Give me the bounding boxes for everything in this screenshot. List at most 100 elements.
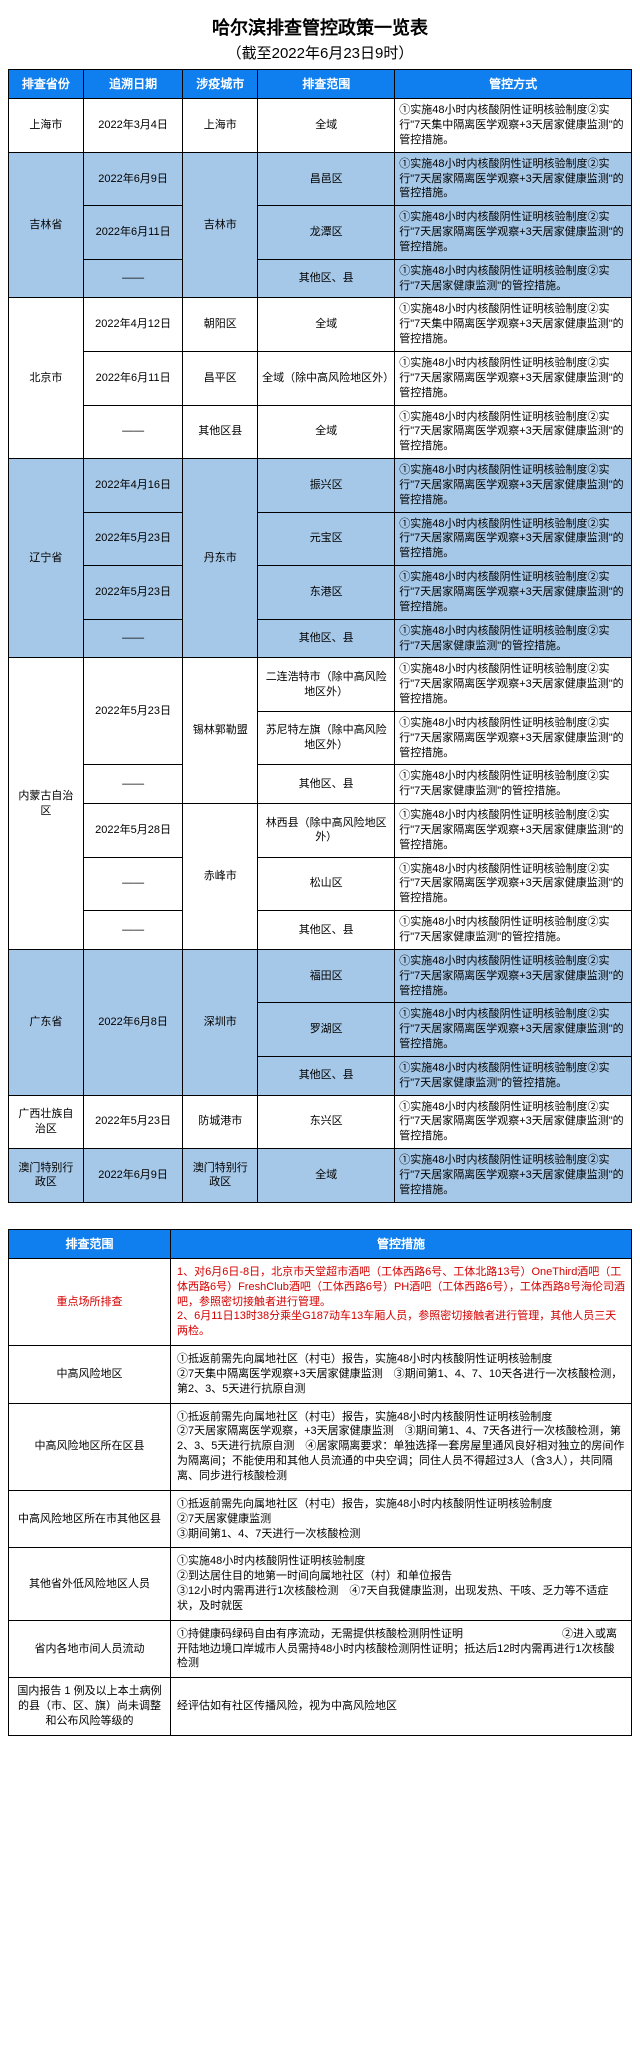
city-cell: 深圳市 — [183, 949, 258, 1095]
date-cell: 2022年5月23日 — [83, 658, 183, 765]
measure-cell: ①实施48小时内核酸阴性证明核验制度②实行"7天居家隔离医学观察+3天居家健康监… — [395, 405, 632, 459]
measure-cell: ①实施48小时内核酸阴性证明核验制度②实行"7天居家隔离医学观察+3天居家健康监… — [395, 152, 632, 206]
date-cell: 2022年6月11日 — [83, 352, 183, 406]
measure-cell: ①实施48小时内核酸阴性证明核验制度②实行"7天居家健康监测"的管控措施。 — [395, 259, 632, 298]
measure-cell: ①实施48小时内核酸阴性证明核验制度②实行"7天居家健康监测"的管控措施。 — [395, 619, 632, 658]
city-cell: 防城港市 — [183, 1095, 258, 1149]
scope-cell: 其他区、县 — [258, 619, 395, 658]
province-cell: 北京市 — [9, 298, 84, 459]
date-cell: 2022年5月23日 — [83, 566, 183, 620]
date-cell: —— — [83, 619, 183, 658]
policy-table: 排查省份追溯日期涉疫城市排查范围管控方式 上海市2022年3月4日上海市全域①实… — [8, 69, 632, 1203]
measure-cell: ①实施48小时内核酸阴性证明核验制度②实行"7天居家隔离医学观察+3天居家健康监… — [395, 857, 632, 911]
province-cell: 广西壮族自治区 — [9, 1095, 84, 1149]
footer-scope: 国内报告 1 例及以上本土病例的县（市、区、旗）尚未调整和公布风险等级的 — [9, 1678, 171, 1736]
city-cell: 赤峰市 — [183, 804, 258, 950]
date-cell: —— — [83, 405, 183, 459]
measure-cell: ①抵返前需先向属地社区（村屯）报告，实施48小时内核酸阴性证明核验制度②7天居家… — [170, 1403, 631, 1490]
measure-cell: ①实施48小时内核酸阴性证明核验制度②实行"7天居家隔离医学观察+3天居家健康监… — [395, 459, 632, 513]
t1-header: 管控方式 — [395, 70, 632, 99]
t1-header: 涉疫城市 — [183, 70, 258, 99]
city-cell: 昌平区 — [183, 352, 258, 406]
province-cell: 吉林省 — [9, 152, 84, 298]
city-cell: 锡林郭勒盟 — [183, 658, 258, 804]
city-cell: 吉林市 — [183, 152, 258, 298]
scope-cell: 全域 — [258, 99, 395, 153]
scope-cell: 振兴区 — [258, 459, 395, 513]
scope-cell: 中高风险地区 — [9, 1346, 171, 1404]
measure-cell: ①持健康码绿码自由有序流动，无需提供核酸检测阴性证明 ②进入或离开陆地边境口岸城… — [170, 1620, 631, 1678]
measure-cell: 1、对6月6日-8日，北京市天堂超市酒吧（工体西路6号、工体北路13号）OneT… — [170, 1258, 631, 1345]
measure-cell: ①抵返前需先向属地社区（村屯）报告，实施48小时内核酸阴性证明核验制度②7天集中… — [170, 1346, 631, 1404]
date-cell: 2022年6月11日 — [83, 206, 183, 260]
date-cell: 2022年4月12日 — [83, 298, 183, 352]
measure-cell: ①抵返前需先向属地社区（村屯）报告，实施48小时内核酸阴性证明核验制度②7天居家… — [170, 1490, 631, 1548]
measure-cell: ①实施48小时内核酸阴性证明核验制度②到达居住目的地第一时间向属地社区（村）和单… — [170, 1548, 631, 1620]
province-cell: 内蒙古自治区 — [9, 658, 84, 950]
footer-measure: 经评估如有社区传播风险，视为中高风险地区 — [170, 1678, 631, 1736]
scope-cell: 东港区 — [258, 566, 395, 620]
page-subtitle: （截至2022年6月23日9时） — [8, 42, 632, 63]
measure-cell: ①实施48小时内核酸阴性证明核验制度②实行"7天居家隔离医学观察+3天居家健康监… — [395, 206, 632, 260]
measure-cell: ①实施48小时内核酸阴性证明核验制度②实行"7天居家隔离医学观察+3天居家健康监… — [395, 1095, 632, 1149]
measure-cell: ①实施48小时内核酸阴性证明核验制度②实行"7天集中隔离医学观察+3天居家健康监… — [395, 298, 632, 352]
t1-header: 追溯日期 — [83, 70, 183, 99]
date-cell: 2022年5月23日 — [83, 512, 183, 566]
measure-cell: ①实施48小时内核酸阴性证明核验制度②实行"7天居家隔离医学观察+3天居家健康监… — [395, 711, 632, 765]
measure-cell: ①实施48小时内核酸阴性证明核验制度②实行"7天居家隔离医学观察+3天居家健康监… — [395, 658, 632, 712]
scope-cell: 东兴区 — [258, 1095, 395, 1149]
city-cell: 其他区县 — [183, 405, 258, 459]
measure-cell: ①实施48小时内核酸阴性证明核验制度②实行"7天居家隔离医学观察+3天居家健康监… — [395, 804, 632, 858]
measure-cell: ①实施48小时内核酸阴性证明核验制度②实行"7天居家健康监测"的管控措施。 — [395, 765, 632, 804]
scope-cell: 省内各地市间人员流动 — [9, 1620, 171, 1678]
measure-cell: ①实施48小时内核酸阴性证明核验制度②实行"7天居家隔离医学观察+3天居家健康监… — [395, 352, 632, 406]
date-cell: —— — [83, 765, 183, 804]
scope-cell: 中高风险地区所在市其他区县 — [9, 1490, 171, 1548]
city-cell: 上海市 — [183, 99, 258, 153]
province-cell: 澳门特别行政区 — [9, 1149, 84, 1203]
measure-cell: ①实施48小时内核酸阴性证明核验制度②实行"7天居家隔离医学观察+3天居家健康监… — [395, 949, 632, 1003]
date-cell: 2022年4月16日 — [83, 459, 183, 513]
date-cell: 2022年6月9日 — [83, 1149, 183, 1203]
measure-cell: ①实施48小时内核酸阴性证明核验制度②实行"7天居家隔离医学观察+3天居家健康监… — [395, 512, 632, 566]
measures-table: 排查范围管控措施 重点场所排查1、对6月6日-8日，北京市天堂超市酒吧（工体西路… — [8, 1229, 632, 1736]
measure-cell: ①实施48小时内核酸阴性证明核验制度②实行"7天居家隔离医学观察+3天居家健康监… — [395, 566, 632, 620]
scope-cell: 其他区、县 — [258, 259, 395, 298]
scope-cell: 元宝区 — [258, 512, 395, 566]
scope-cell: 全域 — [258, 405, 395, 459]
scope-cell: 其他区、县 — [258, 1056, 395, 1095]
scope-cell: 其他区、县 — [258, 911, 395, 950]
date-cell: 2022年6月8日 — [83, 949, 183, 1095]
measure-cell: ①实施48小时内核酸阴性证明核验制度②实行"7天居家健康监测"的管控措施。 — [395, 911, 632, 950]
scope-cell: 全域 — [258, 298, 395, 352]
scope-cell: 全域 — [258, 1149, 395, 1203]
date-cell: 2022年5月28日 — [83, 804, 183, 858]
scope-cell: 其他省外低风险地区人员 — [9, 1548, 171, 1620]
scope-cell: 全域（除中高风险地区外） — [258, 352, 395, 406]
scope-cell: 苏尼特左旗（除中高风险地区外） — [258, 711, 395, 765]
province-cell: 辽宁省 — [9, 459, 84, 658]
date-cell: —— — [83, 259, 183, 298]
city-cell: 朝阳区 — [183, 298, 258, 352]
date-cell: 2022年6月9日 — [83, 152, 183, 206]
t2-header: 排查范围 — [9, 1229, 171, 1258]
city-cell: 丹东市 — [183, 459, 258, 658]
scope-cell: 其他区、县 — [258, 765, 395, 804]
scope-cell: 罗湖区 — [258, 1003, 395, 1057]
page-title: 哈尔滨排查管控政策一览表 — [8, 14, 632, 40]
scope-cell: 重点场所排查 — [9, 1258, 171, 1345]
scope-cell: 龙潭区 — [258, 206, 395, 260]
measure-cell: ①实施48小时内核酸阴性证明核验制度②实行"7天居家健康监测"的管控措施。 — [395, 1056, 632, 1095]
province-cell: 上海市 — [9, 99, 84, 153]
province-cell: 广东省 — [9, 949, 84, 1095]
scope-cell: 福田区 — [258, 949, 395, 1003]
measure-cell: ①实施48小时内核酸阴性证明核验制度②实行"7天居家隔离医学观察+3天居家健康监… — [395, 1149, 632, 1203]
scope-cell: 二连浩特市（除中高风险地区外） — [258, 658, 395, 712]
date-cell: —— — [83, 911, 183, 950]
city-cell: 澳门特别行政区 — [183, 1149, 258, 1203]
measure-cell: ①实施48小时内核酸阴性证明核验制度②实行"7天居家隔离医学观察+3天居家健康监… — [395, 1003, 632, 1057]
scope-cell: 昌邑区 — [258, 152, 395, 206]
t2-header: 管控措施 — [170, 1229, 631, 1258]
measure-cell: ①实施48小时内核酸阴性证明核验制度②实行"7天集中隔离医学观察+3天居家健康监… — [395, 99, 632, 153]
scope-cell: 林西县（除中高风险地区外） — [258, 804, 395, 858]
